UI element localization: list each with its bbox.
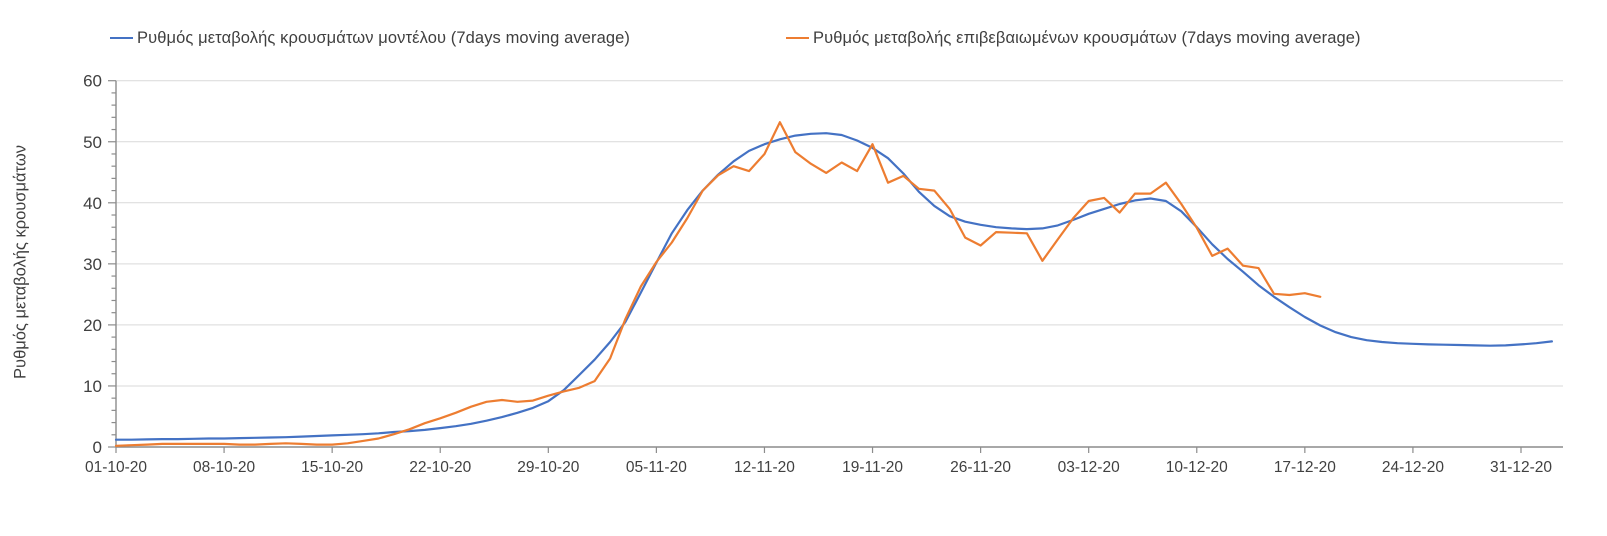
x-tick-label: 19-11-20 bbox=[842, 459, 903, 476]
y-tick-label: 20 bbox=[83, 316, 102, 335]
confirmed-series-line bbox=[114, 121, 1322, 447]
x-tick-label: 05-11-20 bbox=[626, 459, 687, 476]
y-tick-label: 60 bbox=[83, 72, 102, 91]
x-tick-label: 29-10-20 bbox=[517, 459, 579, 476]
confirmed-series-swatch bbox=[786, 36, 809, 40]
model-series-line bbox=[114, 132, 1554, 441]
y-tick-label: 10 bbox=[83, 377, 102, 396]
y-tick-label: 30 bbox=[83, 255, 102, 274]
model-series-swatch bbox=[110, 36, 133, 40]
x-tick-label: 15-10-20 bbox=[301, 459, 363, 476]
legend-label-confirmed: Ρυθμός μεταβολής επιβεβαιωμένων κρουσμάτ… bbox=[813, 28, 1361, 47]
x-tick-label: 01-10-20 bbox=[85, 459, 147, 476]
y-tick-label: 40 bbox=[83, 194, 102, 213]
x-tick-label: 08-10-20 bbox=[193, 459, 255, 476]
x-tick-label: 22-10-20 bbox=[409, 459, 471, 476]
y-tick-label: 0 bbox=[93, 438, 102, 457]
legend-label-model: Ρυθμός μεταβολής κρουσμάτων μοντέλου (7d… bbox=[137, 28, 630, 47]
x-tick-label: 24-12-20 bbox=[1382, 459, 1444, 476]
x-tick-label: 26-11-20 bbox=[950, 459, 1011, 476]
legend-item-model: Ρυθμός μεταβολής κρουσμάτων μοντέλου (7d… bbox=[110, 26, 630, 50]
x-tick-label: 03-12-20 bbox=[1058, 459, 1120, 476]
y-tick-label: 50 bbox=[83, 133, 102, 152]
x-tick-label: 12-11-20 bbox=[734, 459, 795, 476]
x-tick-label: 31-12-20 bbox=[1490, 459, 1552, 476]
legend-item-confirmed: Ρυθμός μεταβολής επιβεβαιωμένων κρουσμάτ… bbox=[786, 26, 1361, 50]
x-tick-label: 17-12-20 bbox=[1274, 459, 1336, 476]
x-tick-label: 10-12-20 bbox=[1166, 459, 1228, 476]
